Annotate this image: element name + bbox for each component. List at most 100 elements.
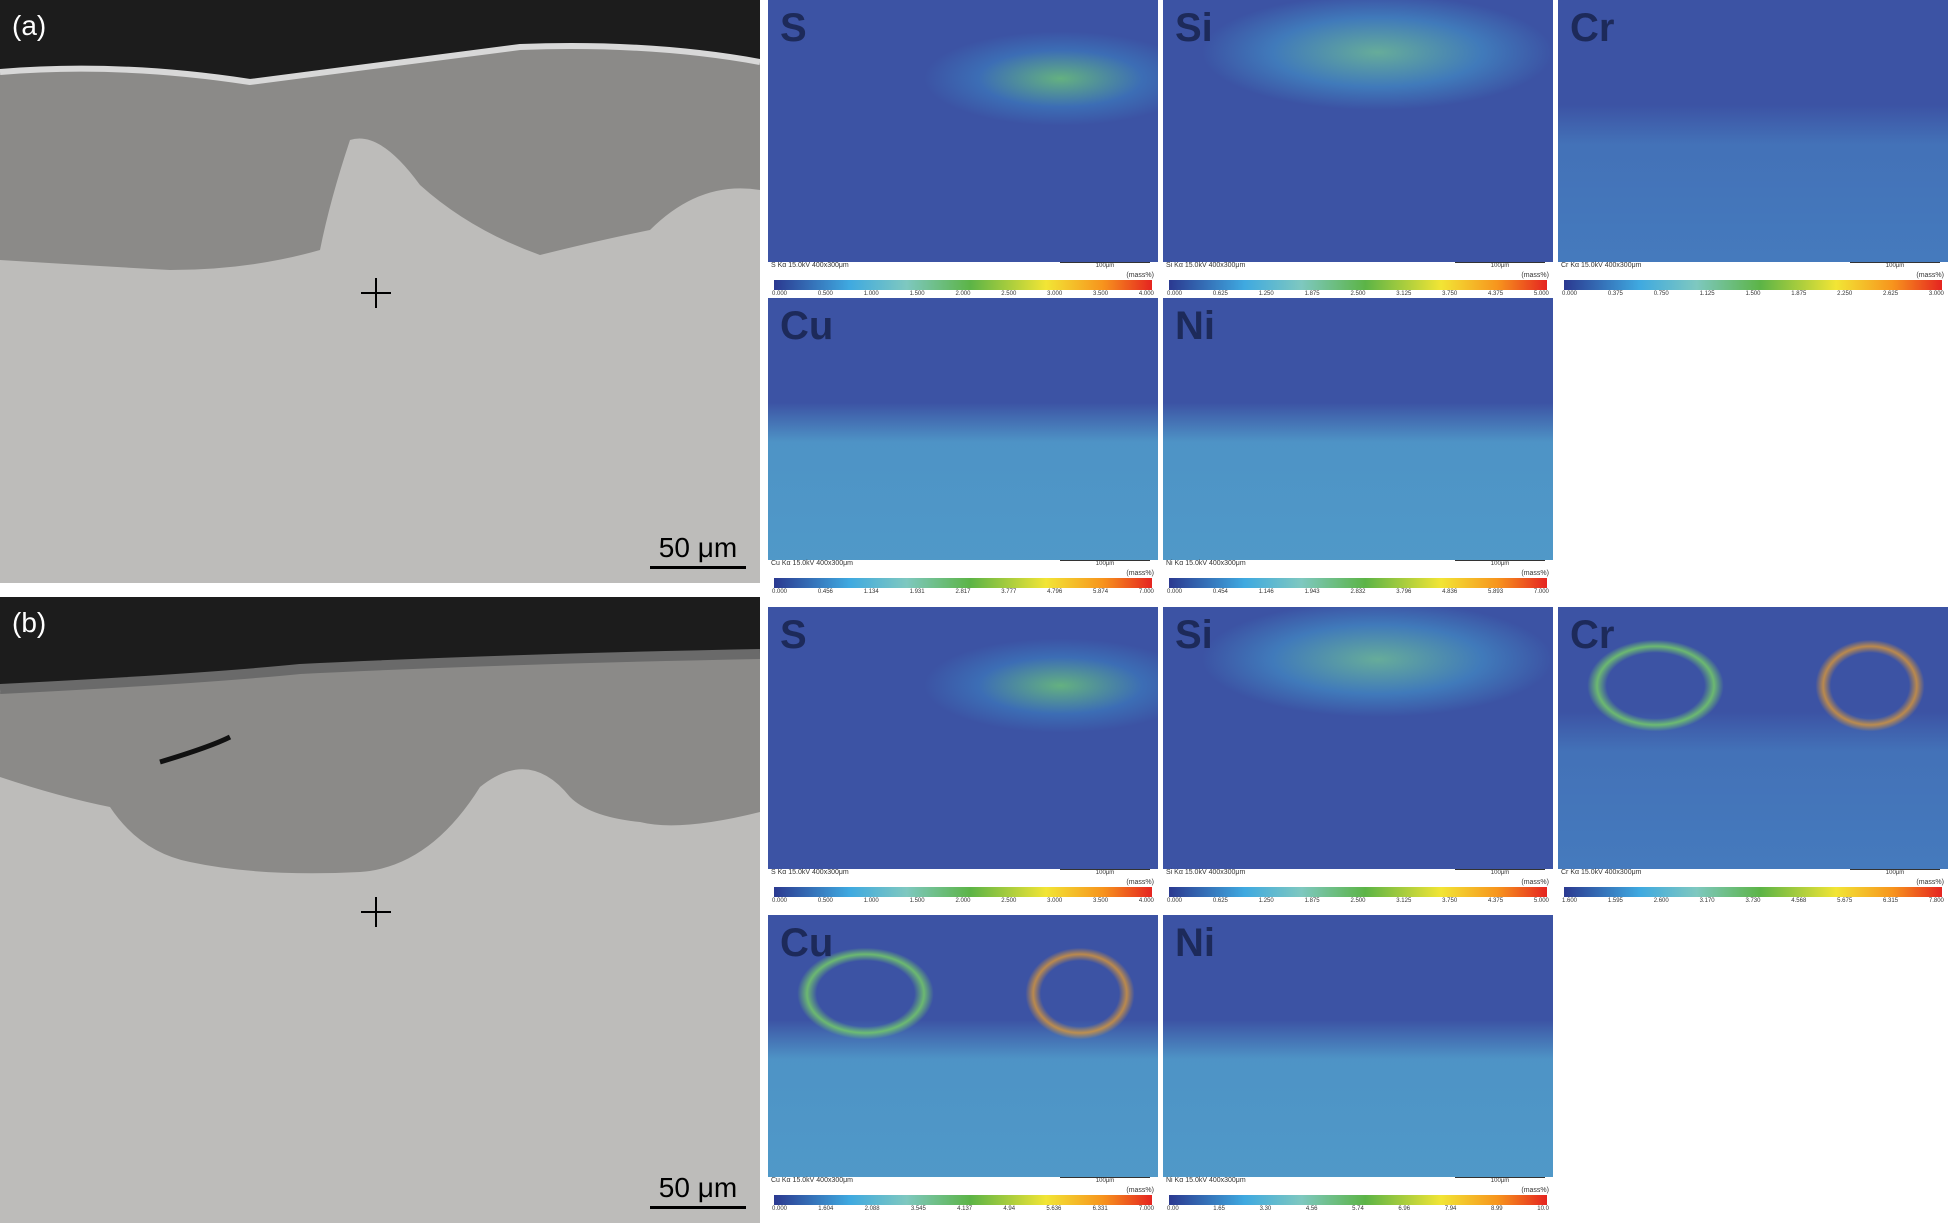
acquisition-info: Cr Kα 15.0kV 400x300μm	[1561, 869, 1642, 876]
element-label: Si	[1175, 6, 1213, 50]
element-label: S	[780, 6, 807, 50]
colorbar-unit: (mass%)	[1126, 272, 1154, 279]
colorbar-ticks: 0.000 0.375 0.750 1.125 1.500 1.875 2.250 2.625…	[1562, 291, 1944, 297]
colorbar-tick-label: 7.000	[1138, 589, 1154, 595]
colorbar-tick-label: 3.730	[1745, 898, 1761, 904]
element-map-image: Si	[1163, 607, 1553, 869]
colorbar-unit: (mass%)	[1916, 879, 1944, 886]
colorbar-tick-label: 1.875	[1304, 291, 1320, 297]
eds-map-s: S S Kα 15.0kV 400x300μm 100μm (mass%) 0.…	[768, 0, 1158, 297]
colorbar-tick-label: 4.000	[1138, 898, 1154, 904]
colorbar-tick-label: 3.777	[1001, 589, 1017, 595]
colorbar-ticks: 0.00 1.65 3.30 4.56 5.74 6.96 7.94 8.99 10.0	[1167, 1206, 1549, 1212]
eds-map-si: Si Si Kα 15.0kV 400x300μm 100μm (mass%) …	[1163, 0, 1553, 297]
crosshair-marker	[361, 278, 391, 308]
colorbar-ticks: 0.000 1.604 2.088 3.545 4.137 4.94 5.636 6.331 7…	[772, 1206, 1154, 1212]
colorbar-unit: (mass%)	[1521, 879, 1549, 886]
colorbar-ticks: 0.000 0.625 1.250 1.875 2.500 3.125 3.750 4.375…	[1167, 291, 1549, 297]
colorbar-unit: (mass%)	[1126, 570, 1154, 577]
scale-bar: 50 μm	[650, 1172, 746, 1209]
colorbar-tick-label: 0.000	[772, 898, 788, 904]
eds-map-si: Si Si Kα 15.0kV 400x300μm 100μm (mass%) …	[1163, 607, 1553, 904]
colorbar	[774, 578, 1152, 588]
colorbar-tick-label: 5.74	[1352, 1206, 1364, 1212]
colorbar-tick-label: 2.500	[1350, 898, 1366, 904]
colorbar-ticks: 0.000 0.456 1.134 1.931 2.817 3.777 4.796 5.874…	[772, 589, 1154, 595]
colorbar-tick-label: 2.088	[864, 1206, 880, 1212]
colorbar-tick-label: 1.500	[1745, 291, 1761, 297]
colorbar-tick-label: 2.600	[1653, 898, 1669, 904]
colorbar-tick-label: 1.000	[863, 291, 879, 297]
sem-image-a: (a) 50 μm	[0, 0, 760, 583]
element-map-image: Si	[1163, 0, 1553, 262]
colorbar-ticks: 0.000 0.500 1.000 1.500 2.000 2.500 3.000 3.500…	[772, 898, 1154, 904]
colorbar-tick-label: 4.000	[1138, 291, 1154, 297]
colorbar-tick-label: 3.750	[1442, 291, 1458, 297]
colorbar-tick-label: 7.94	[1444, 1206, 1457, 1212]
panel-label: (b)	[12, 607, 47, 638]
map-caption: Ni Kα 15.0kV 400x300μm 100μm	[1163, 1177, 1553, 1187]
colorbar-tick-label: 5.000	[1533, 898, 1549, 904]
colorbar-tick-label: 2.625	[1883, 291, 1899, 297]
colorbar-unit: (mass%)	[1521, 272, 1549, 279]
colorbar-tick-label: 2.000	[955, 291, 971, 297]
colorbar-unit: (mass%)	[1521, 570, 1549, 577]
colorbar-tick-label: 0.000	[1167, 291, 1183, 297]
colorbar-tick-label: 0.750	[1653, 291, 1669, 297]
colorbar-tick-label: 7.800	[1928, 898, 1944, 904]
colorbar-tick-label: 3.796	[1396, 589, 1412, 595]
colorbar-tick-label: 4.137	[957, 1206, 973, 1212]
colorbar-tick-label: 0.000	[1167, 898, 1183, 904]
colorbar	[1169, 280, 1547, 290]
colorbar-tick-label: 1.125	[1699, 291, 1715, 297]
colorbar	[774, 280, 1152, 290]
colorbar-tick-label: 3.125	[1396, 291, 1412, 297]
colorbar-tick-label: 1.595	[1607, 898, 1623, 904]
colorbar-ticks: 0.000 0.500 1.000 1.500 2.000 2.500 3.000 3.500…	[772, 291, 1154, 297]
colorbar-tick-label: 7.000	[1533, 589, 1549, 595]
element-label: Ni	[1175, 921, 1215, 965]
colorbar-tick-label: 2.500	[1350, 291, 1366, 297]
colorbar-tick-label: 3.750	[1442, 898, 1458, 904]
colorbar-unit: (mass%)	[1126, 879, 1154, 886]
colorbar-tick-label: 1.250	[1258, 291, 1274, 297]
element-map-image: S	[768, 607, 1158, 869]
colorbar	[1169, 578, 1547, 588]
eds-map-cr: Cr Cr Kα 15.0kV 400x300μm 100μm (mass%) …	[1558, 0, 1948, 297]
element-map-image: Cu	[768, 298, 1158, 560]
scale-bar: 50 μm	[650, 532, 746, 569]
colorbar-tick-label: 0.500	[817, 291, 833, 297]
acquisition-info: S Kα 15.0kV 400x300μm	[771, 869, 849, 876]
colorbar-tick-label: 10.0	[1537, 1206, 1549, 1212]
acquisition-info: S Kα 15.0kV 400x300μm	[771, 262, 849, 269]
colorbar-tick-label: 1.875	[1791, 291, 1807, 297]
scale-bar-label: 50 μm	[658, 532, 738, 563]
colorbar-tick-label: 2.500	[1001, 291, 1017, 297]
acquisition-info: Ni Kα 15.0kV 400x300μm	[1166, 1177, 1246, 1184]
colorbar-tick-label: 1.134	[863, 589, 879, 595]
eds-map-ni: Ni Ni Kα 15.0kV 400x300μm 100μm (mass%) …	[1163, 298, 1553, 595]
acquisition-info: Cr Kα 15.0kV 400x300μm	[1561, 262, 1642, 269]
map-caption: Si Kα 15.0kV 400x300μm 100μm	[1163, 262, 1553, 272]
colorbar-tick-label: 5.893	[1488, 589, 1504, 595]
map-scale-bar: 100μm	[1060, 1177, 1150, 1184]
map-scale-bar: 100μm	[1455, 869, 1545, 876]
sem-micrograph-b	[0, 597, 760, 874]
crosshair-marker	[361, 897, 391, 927]
map-caption: Cr Kα 15.0kV 400x300μm 100μm	[1558, 869, 1948, 879]
colorbar-tick-label: 5.000	[1533, 291, 1549, 297]
map-caption: S Kα 15.0kV 400x300μm 100μm	[768, 869, 1158, 879]
element-map-image: Ni	[1163, 298, 1553, 560]
colorbar-tick-label: 6.315	[1883, 898, 1899, 904]
colorbar-tick-label: 3.000	[1047, 291, 1063, 297]
colorbar-tick-label: 1.146	[1258, 589, 1274, 595]
element-label: Cr	[1570, 613, 1615, 657]
colorbar-tick-label: 1.931	[909, 589, 925, 595]
colorbar-tick-label: 1.65	[1213, 1206, 1225, 1212]
colorbar-tick-label: 2.832	[1350, 589, 1366, 595]
colorbar-unit: (mass%)	[1916, 272, 1944, 279]
element-label: S	[780, 613, 807, 657]
map-scale-bar: 100μm	[1060, 560, 1150, 567]
acquisition-info: Si Kα 15.0kV 400x300μm	[1166, 262, 1246, 269]
acquisition-info: Ni Kα 15.0kV 400x300μm	[1166, 560, 1246, 567]
